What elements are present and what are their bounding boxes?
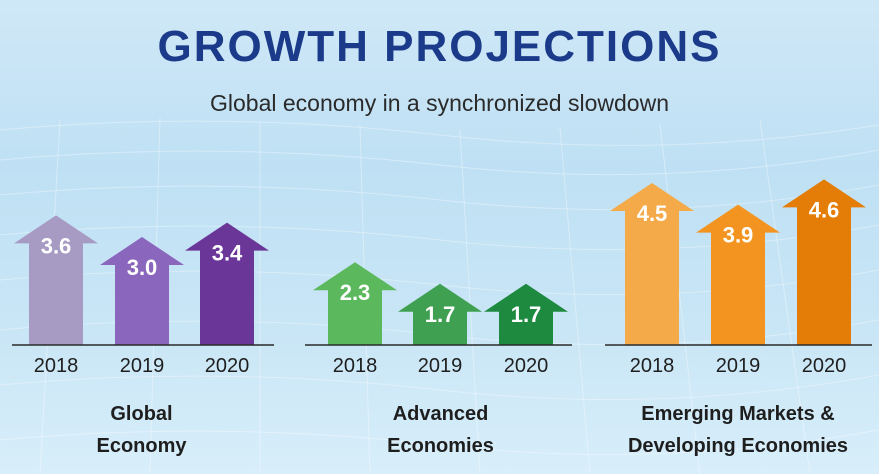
arrow-bar-2-2 (782, 179, 866, 345)
arrow-bar-1-1 (398, 283, 482, 345)
year-label-1-1: 2019 (418, 355, 463, 377)
value-label-2-2: 4.6 (809, 197, 840, 222)
year-label-2-0: 2018 (630, 355, 675, 377)
value-label-2-1: 3.9 (723, 223, 754, 248)
year-label-2-1: 2019 (716, 355, 761, 377)
year-label-0-0: 2018 (34, 355, 79, 377)
arrow-bar-1-2 (484, 283, 568, 345)
page-title: GROWTH PROJECTIONS (157, 22, 722, 71)
arrow-bar-2-1 (696, 204, 780, 345)
arrow-bar-1-0 (313, 262, 397, 345)
group-label-1-0: Advanced (393, 403, 489, 425)
arrow-bar-0-1 (100, 237, 184, 345)
value-label-2-0: 4.5 (637, 201, 668, 226)
year-label-2-2: 2020 (802, 355, 847, 377)
group-label-0-1: Economy (96, 435, 187, 457)
arrow-bar-0-0 (14, 215, 98, 345)
value-label-1-2: 1.7 (511, 302, 542, 327)
year-label-1-2: 2020 (504, 355, 549, 377)
value-label-0-1: 3.0 (127, 255, 158, 280)
value-label-0-2: 3.4 (212, 241, 243, 266)
value-label-1-0: 2.3 (340, 280, 371, 305)
page-subtitle: Global economy in a synchronized slowdow… (210, 90, 669, 116)
group-label-1-1: Economies (387, 435, 494, 457)
arrow-bar-0-2 (185, 222, 269, 345)
arrow-bar-2-0 (610, 183, 694, 345)
year-label-1-0: 2018 (333, 355, 378, 377)
group-label-2-0: Emerging Markets & (641, 403, 834, 425)
group-label-2-1: Developing Economies (628, 435, 848, 457)
value-label-1-1: 1.7 (425, 302, 456, 327)
value-label-0-0: 3.6 (41, 233, 72, 258)
group-label-0-0: Global (110, 403, 172, 425)
year-label-0-1: 2019 (120, 355, 165, 377)
year-label-0-2: 2020 (205, 355, 250, 377)
